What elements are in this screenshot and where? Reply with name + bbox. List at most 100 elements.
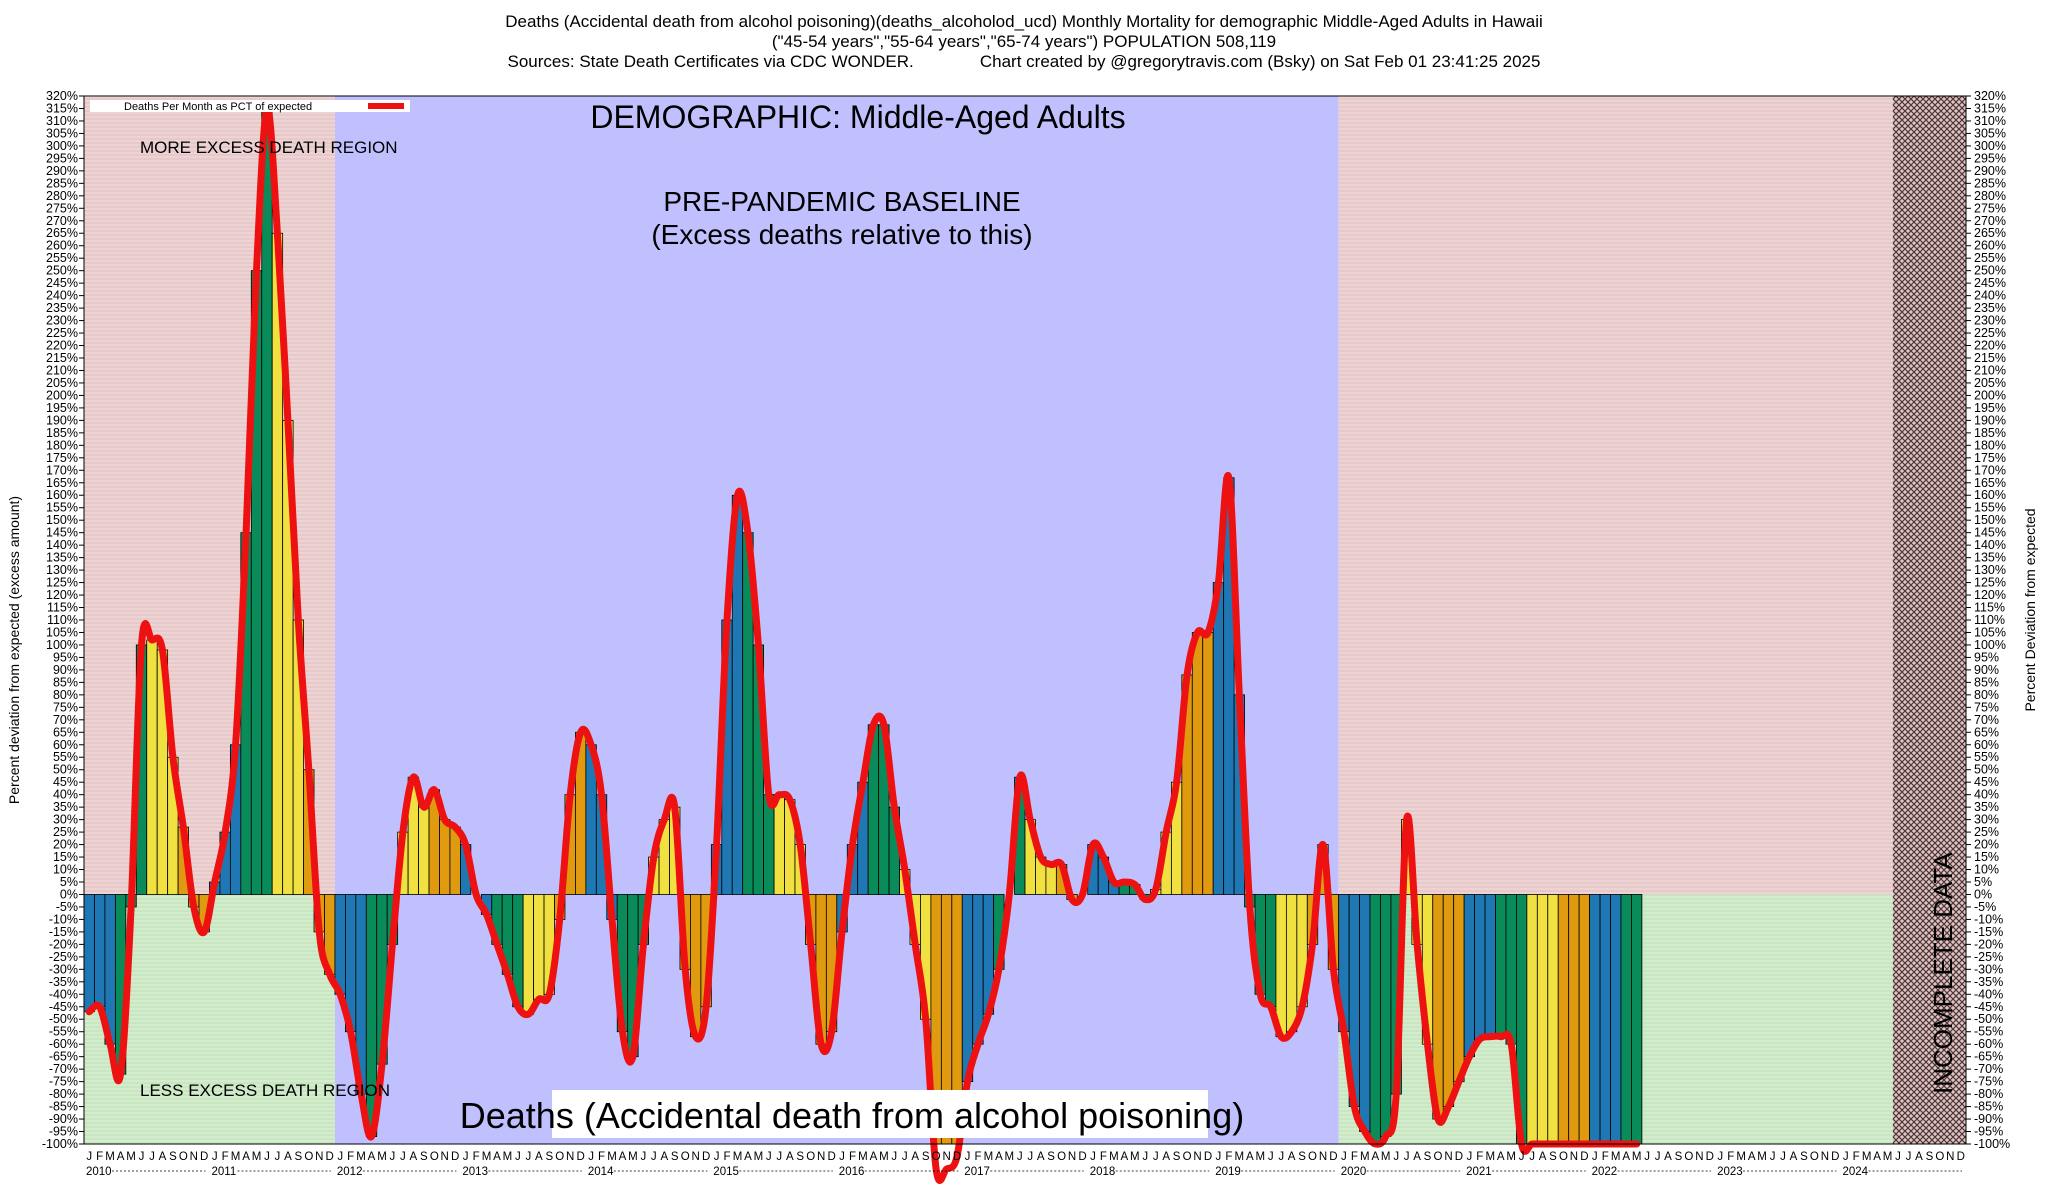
x-tick-label-month: A bbox=[1539, 1151, 1547, 1163]
y-axis-label-right: Percent Deviation from expected bbox=[2022, 508, 2038, 711]
y-tick-label-right: -45% bbox=[1974, 1000, 2003, 1014]
chart-title: Deaths (Accidental death from alcohol po… bbox=[505, 12, 1543, 31]
x-tick-label-month: J bbox=[1519, 1151, 1525, 1163]
x-tick-label-month: J bbox=[1216, 1151, 1222, 1163]
x-tick-label-month: J bbox=[390, 1151, 396, 1163]
x-tick-label-month: J bbox=[1341, 1151, 1347, 1163]
y-tick-label-right: 120% bbox=[1974, 588, 2006, 602]
y-tick-label-right: 30% bbox=[1974, 813, 1999, 827]
x-tick-label-month: J bbox=[212, 1151, 218, 1163]
bar bbox=[522, 894, 534, 1015]
bar bbox=[1463, 894, 1475, 1058]
x-tick-label-month: O bbox=[1559, 1151, 1568, 1163]
x-tick-label-month: A bbox=[409, 1151, 417, 1163]
y-tick-label-right: 100% bbox=[1974, 638, 2006, 652]
x-tick-label-month: J bbox=[526, 1151, 532, 1163]
x-tick-label-month: D bbox=[1580, 1151, 1588, 1163]
x-tick-label-month: A bbox=[1120, 1151, 1128, 1163]
x-tick-label-month: A bbox=[1873, 1151, 1881, 1163]
y-tick-label-left: 110% bbox=[47, 613, 78, 627]
x-tick-label-month: N bbox=[1695, 1151, 1703, 1163]
y-tick-label-left: 95% bbox=[53, 650, 78, 664]
y-tick-label-right: 165% bbox=[1974, 476, 2006, 490]
y-tick-label-left: 0% bbox=[60, 887, 78, 901]
y-tick-label-left: 200% bbox=[46, 388, 78, 402]
x-tick-label-month: D bbox=[1329, 1151, 1337, 1163]
y-tick-label-right: 255% bbox=[1974, 251, 2006, 265]
x-tick-label-month: S bbox=[1926, 1151, 1934, 1163]
y-tick-label-left: -45% bbox=[49, 1000, 78, 1014]
x-tick-label-month: A bbox=[1915, 1151, 1923, 1163]
x-tick-label-month: S bbox=[1173, 1151, 1181, 1163]
x-tick-label-month: J bbox=[1142, 1151, 1148, 1163]
y-tick-label-right: 285% bbox=[1974, 176, 2006, 190]
y-tick-label-right: -95% bbox=[1974, 1125, 2003, 1139]
y-tick-label-left: 75% bbox=[53, 700, 78, 714]
x-tick-label-month: F bbox=[1476, 1151, 1483, 1163]
y-tick-label-right: 280% bbox=[1974, 189, 2006, 203]
y-tick-label-right: -80% bbox=[1974, 1087, 2003, 1101]
y-tick-label-left: -90% bbox=[49, 1112, 78, 1126]
x-tick-label-month: S bbox=[796, 1151, 804, 1163]
x-tick-label-month: D bbox=[953, 1151, 961, 1163]
x-tick-label-month: J bbox=[1467, 1151, 1473, 1163]
y-tick-label-right: 105% bbox=[1974, 625, 2006, 639]
x-tick-label-month: M bbox=[1130, 1151, 1140, 1163]
x-tick-label-month: F bbox=[1853, 1151, 1860, 1163]
x-tick-label-month: J bbox=[1153, 1151, 1159, 1163]
x-tick-label-month: M bbox=[1862, 1151, 1872, 1163]
x-tick-label-month: J bbox=[1529, 1151, 1535, 1163]
bar bbox=[961, 894, 974, 1083]
y-tick-label-left: 60% bbox=[53, 738, 78, 752]
x-tick-label-month: N bbox=[1193, 1151, 1201, 1163]
y-tick-label-right: 35% bbox=[1974, 800, 1999, 814]
y-tick-label-left: 295% bbox=[46, 151, 78, 165]
x-tick-label-month: O bbox=[1183, 1151, 1192, 1163]
y-tick-label-right: 195% bbox=[1974, 401, 2006, 415]
x-tick-label-month: F bbox=[1225, 1151, 1232, 1163]
x-tick-label-month: M bbox=[1486, 1151, 1496, 1163]
x-tick-label-month: N bbox=[1821, 1151, 1829, 1163]
y-tick-label-right: -90% bbox=[1974, 1112, 2003, 1126]
x-tick-label-month: A bbox=[1162, 1151, 1170, 1163]
x-tick-label-month: A bbox=[995, 1151, 1003, 1163]
x-tick-label-month: J bbox=[1655, 1151, 1661, 1163]
y-tick-label-right: 250% bbox=[1974, 264, 2006, 278]
y-tick-label-left: -70% bbox=[49, 1062, 78, 1076]
bar bbox=[773, 794, 785, 895]
bar bbox=[83, 894, 95, 1013]
y-tick-label-left: 45% bbox=[53, 775, 78, 789]
x-tick-label-month: A bbox=[159, 1151, 167, 1163]
y-tick-label-right: -100% bbox=[1974, 1137, 2010, 1151]
x-tick-label-month: O bbox=[932, 1151, 941, 1163]
x-tick-label-month: N bbox=[1444, 1151, 1452, 1163]
x-tick-label-year: 2019 bbox=[1215, 1166, 1241, 1178]
y-tick-label-right: 40% bbox=[1974, 788, 1999, 802]
x-tick-label-month: J bbox=[588, 1151, 594, 1163]
x-tick-label-month: M bbox=[1381, 1151, 1391, 1163]
y-tick-label-left: 105% bbox=[46, 625, 78, 639]
y-tick-label-left: 150% bbox=[46, 513, 78, 527]
y-tick-label-left: 290% bbox=[46, 164, 78, 178]
bar bbox=[1265, 894, 1277, 1008]
x-tick-label-month: M bbox=[105, 1151, 115, 1163]
y-tick-label-right: 200% bbox=[1974, 388, 2006, 402]
y-tick-label-right: 15% bbox=[1974, 850, 1999, 864]
x-tick-label-month: O bbox=[555, 1151, 564, 1163]
x-tick-label-month: N bbox=[1570, 1151, 1578, 1163]
y-tick-label-right: 290% bbox=[1974, 164, 2006, 178]
x-tick-label-month: S bbox=[1675, 1151, 1683, 1163]
y-tick-label-right: 260% bbox=[1974, 239, 2006, 253]
y-tick-label-left: 195% bbox=[46, 401, 78, 415]
y-tick-label-right: 50% bbox=[1974, 763, 1999, 777]
y-tick-label-left: 215% bbox=[46, 351, 78, 365]
y-tick-label-left: 300% bbox=[46, 139, 78, 153]
x-tick-label-month: J bbox=[1017, 1151, 1023, 1163]
x-tick-label-year: 2018 bbox=[1090, 1166, 1116, 1178]
x-tick-label-month: M bbox=[126, 1151, 136, 1163]
x-tick-label-month: J bbox=[515, 1151, 521, 1163]
x-tick-label-month: A bbox=[870, 1151, 878, 1163]
y-tick-label-right: 185% bbox=[1974, 426, 2006, 440]
x-tick-label-month: J bbox=[1644, 1151, 1650, 1163]
x-tick-label-month: M bbox=[1256, 1151, 1266, 1163]
